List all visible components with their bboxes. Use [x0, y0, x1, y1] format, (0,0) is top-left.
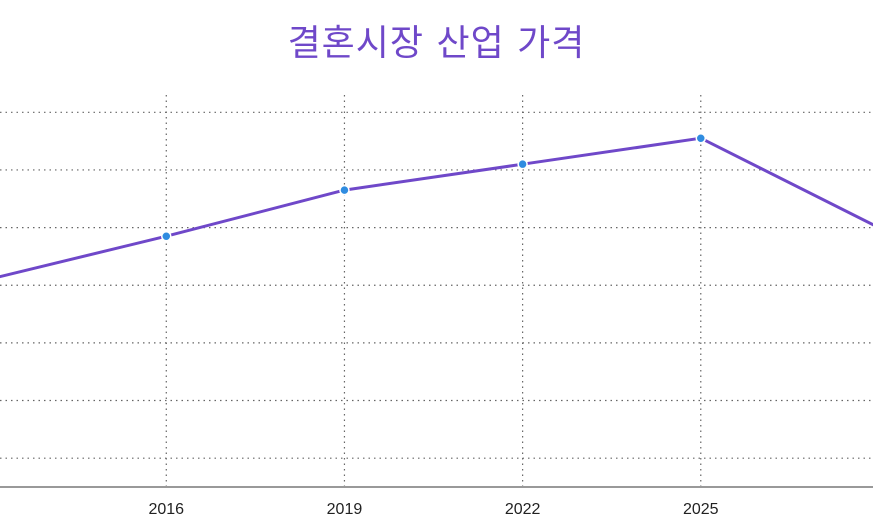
x-tick-label: 2019: [327, 501, 363, 518]
x-tick-label: 2016: [148, 501, 184, 518]
x-tick-label: 2022: [505, 501, 541, 518]
series-line: [0, 136, 873, 279]
x-tick-label: 2025: [683, 501, 719, 518]
data-point: [339, 184, 350, 196]
data-point: [161, 230, 172, 242]
data-point: [517, 158, 528, 170]
data-point: [695, 132, 707, 144]
chart-title: 결혼시장 산업 가격: [287, 23, 586, 64]
